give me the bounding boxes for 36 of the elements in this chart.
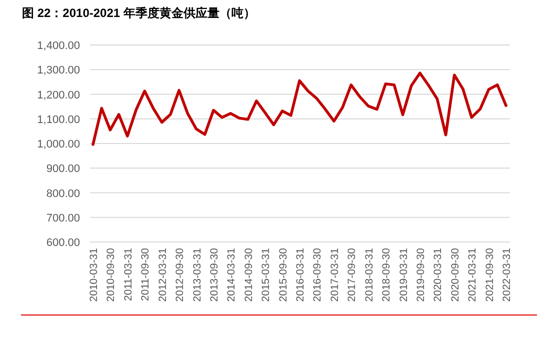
x-tick-label: 2012-09-30 [174, 248, 186, 302]
x-tick-label: 2016-09-30 [312, 248, 324, 302]
y-tick-label: 600.00 [46, 237, 80, 249]
x-tick-label: 2019-03-31 [398, 248, 410, 302]
x-tick-label: 2015-09-30 [277, 248, 290, 302]
x-tick-label: 2011-09-30 [140, 248, 152, 301]
x-tick-label: 2015-03-31 [260, 248, 272, 302]
x-tick-label: 2012-03-31 [156, 248, 169, 302]
y-tick-label: 900.00 [46, 163, 80, 176]
x-tick-label: 2018-03-31 [363, 248, 376, 302]
x-tick-label: 2013-09-30 [208, 248, 220, 302]
x-tick-label: 2014-09-30 [242, 248, 255, 302]
x-tick-label: 2022-03-31 [501, 248, 513, 302]
y-tick-label: 1,000.00 [37, 138, 80, 150]
x-tick-label: 2020-03-31 [432, 248, 444, 302]
x-tick-label: 2020-09-30 [449, 248, 462, 302]
x-tick-label: 2017-03-31 [328, 248, 341, 302]
y-tick-label: 700.00 [46, 212, 80, 224]
x-tick-label: 2017-09-30 [346, 248, 358, 302]
x-tick-label: 2018-09-30 [380, 248, 393, 302]
y-tick-label: 1,400.00 [37, 40, 80, 52]
y-tick-label: 1,100.00 [37, 114, 80, 126]
x-tick-label: 2010-03-31 [88, 248, 100, 302]
y-tick-label: 1,300.00 [37, 64, 80, 77]
y-tick-label: 1,200.00 [37, 89, 80, 102]
x-tick-label: 2014-03-31 [226, 248, 238, 302]
chart-title: 图 22：2010-2021 年季度黄金供应量（吨） [22, 6, 256, 20]
x-tick-label: 2019-09-30 [414, 248, 427, 302]
x-tick-label: 2016-03-31 [294, 248, 306, 302]
x-tick-label: 2013-03-31 [191, 248, 204, 302]
line-series [92, 72, 508, 146]
y-tick-label: 800.00 [46, 188, 80, 200]
x-tick-label: 2010-09-30 [105, 248, 118, 302]
x-tick-label: 2011-03-31 [122, 248, 134, 301]
x-tick-label: 2021-09-30 [484, 248, 496, 302]
x-tick-label: 2021-03-31 [466, 248, 479, 302]
